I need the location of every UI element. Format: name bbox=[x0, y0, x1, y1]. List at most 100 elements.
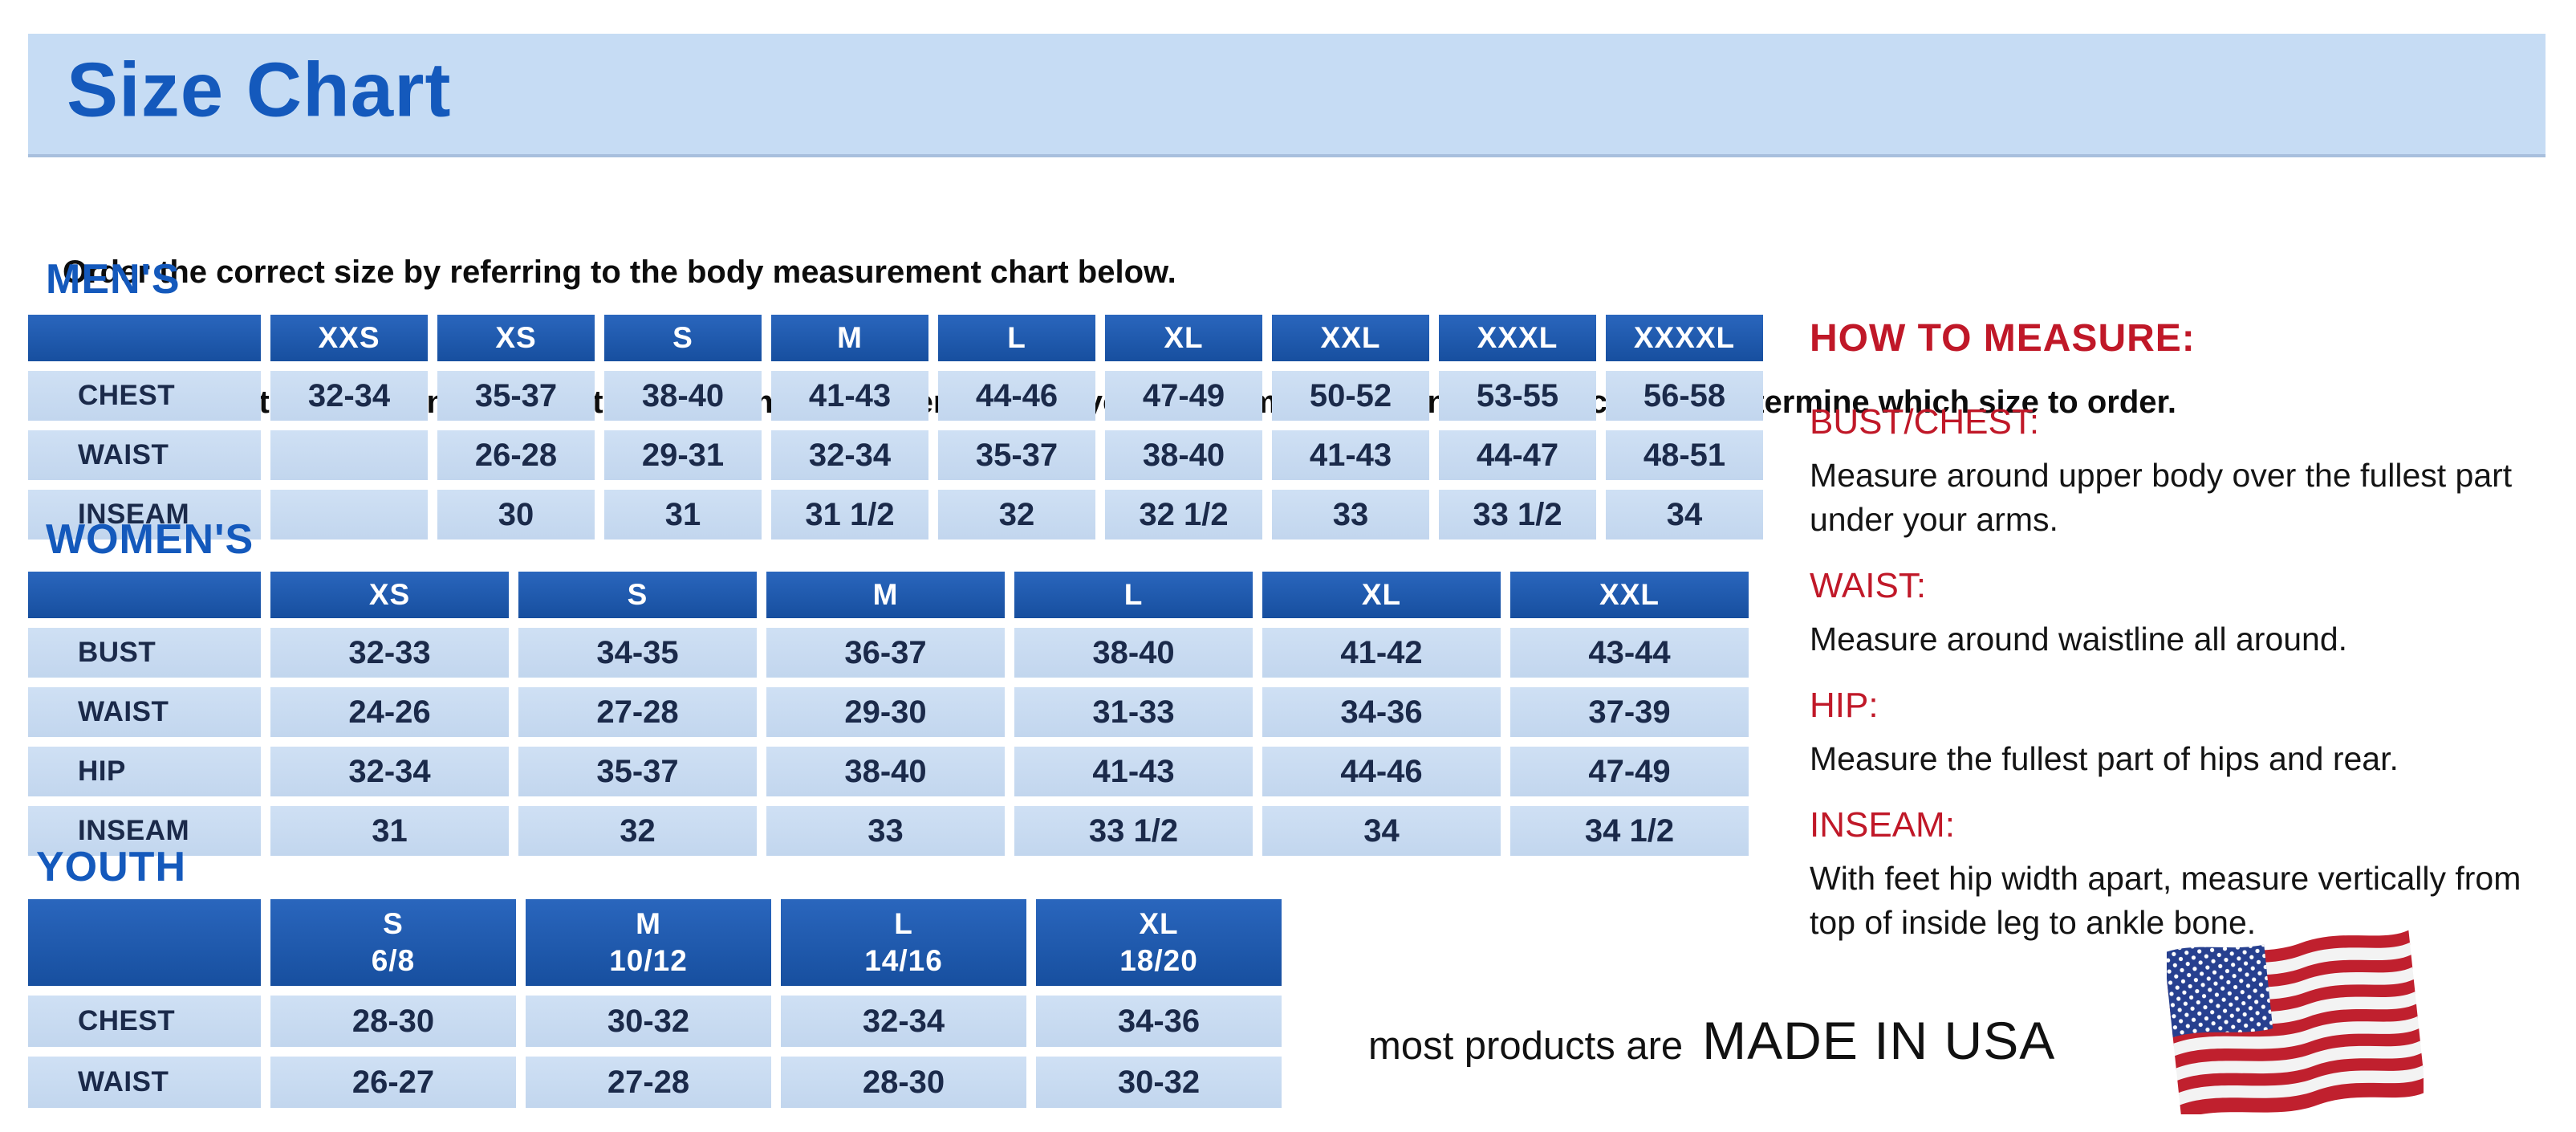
size-cell: 32-34 bbox=[781, 996, 1026, 1047]
size-cell: 43-44 bbox=[1510, 628, 1749, 678]
row-label: BUST bbox=[28, 628, 261, 678]
column-header: XL bbox=[1105, 315, 1262, 361]
row-label: WAIST bbox=[28, 687, 261, 737]
size-cell: 53-55 bbox=[1439, 371, 1596, 421]
measure-item-text: Measure around upper body over the fulle… bbox=[1810, 457, 2513, 538]
column-header: XS bbox=[437, 315, 595, 361]
row-label: INSEAM bbox=[28, 806, 261, 856]
size-cell: 34 bbox=[1606, 490, 1763, 540]
us-flag-icon bbox=[2167, 928, 2424, 1114]
table-corner-cell bbox=[28, 315, 261, 361]
size-cell bbox=[270, 430, 428, 480]
measure-item-text: With feet hip width apart, measure verti… bbox=[1810, 860, 2521, 941]
row-label: INSEAM bbox=[28, 490, 261, 540]
how-to-measure-section: HOW TO MEASURE: BUST/CHEST: Measure aroun… bbox=[1810, 316, 2564, 969]
title-banner: Size Chart bbox=[28, 34, 2546, 157]
footer-prefix: most products are bbox=[1368, 1024, 1684, 1068]
size-cell: 30 bbox=[437, 490, 595, 540]
measure-item: INSEAM: With feet hip width apart, measur… bbox=[1810, 805, 2564, 945]
column-header: L bbox=[1014, 572, 1253, 618]
column-header: S 6/8 bbox=[270, 899, 516, 986]
size-cell: 33 1/2 bbox=[1439, 490, 1596, 540]
column-header: XXL bbox=[1510, 572, 1749, 618]
size-cell: 38-40 bbox=[604, 371, 762, 421]
size-cell: 27-28 bbox=[526, 1057, 771, 1108]
intro-line-1: Order the correct size by referring to t… bbox=[63, 254, 1176, 290]
how-to-measure-list: BUST/CHEST: Measure around upper body ove… bbox=[1810, 402, 2564, 945]
youth-section-heading: YOUTH bbox=[36, 844, 186, 890]
size-cell: 32 bbox=[938, 490, 1095, 540]
size-cell: 27-28 bbox=[518, 687, 757, 737]
size-cell: 47-49 bbox=[1105, 371, 1262, 421]
made-in-usa-text: MADE IN USA bbox=[1702, 1011, 2056, 1070]
size-cell: 26-27 bbox=[270, 1057, 516, 1108]
size-cell: 32 1/2 bbox=[1105, 490, 1262, 540]
size-cell: 33 1/2 bbox=[1014, 806, 1253, 856]
size-cell: 34-36 bbox=[1036, 996, 1282, 1047]
size-cell: 44-47 bbox=[1439, 430, 1596, 480]
size-cell: 32-34 bbox=[270, 747, 509, 796]
size-cell: 28-30 bbox=[781, 1057, 1026, 1108]
column-header: XXXXL bbox=[1606, 315, 1763, 361]
measure-item-label: WAIST: bbox=[1810, 566, 1927, 605]
size-cell: 38-40 bbox=[766, 747, 1005, 796]
size-cell: 24-26 bbox=[270, 687, 509, 737]
size-cell: 41-43 bbox=[1272, 430, 1429, 480]
measure-item: WAIST: Measure around waistline all aroun… bbox=[1810, 566, 2564, 662]
measure-item-text: Measure the fullest part of hips and rea… bbox=[1810, 740, 2399, 777]
size-cell: 30-32 bbox=[1036, 1057, 1282, 1108]
column-header: XXS bbox=[270, 315, 428, 361]
measure-item-label: INSEAM: bbox=[1810, 805, 1955, 845]
size-cell: 31 1/2 bbox=[771, 490, 928, 540]
youth-size-table: S 6/8 M 10/12 L 14/16 XL 18/20 CHEST 28-30 30-… bbox=[28, 899, 1282, 1108]
column-header: XXXL bbox=[1439, 315, 1596, 361]
row-label: CHEST bbox=[28, 996, 261, 1047]
size-cell: 34-36 bbox=[1262, 687, 1501, 737]
measure-item: BUST/CHEST: Measure around upper body ove… bbox=[1810, 402, 2564, 542]
size-cell: 56-58 bbox=[1606, 371, 1763, 421]
size-cell: 33 bbox=[1272, 490, 1429, 540]
mens-size-table: XXS XS S M L XL XXL XXXL XXXXL CHEST 32-34 35-37 38-… bbox=[28, 315, 1763, 540]
row-label: CHEST bbox=[28, 371, 261, 421]
measure-item-label: BUST/CHEST: bbox=[1810, 402, 2040, 442]
column-header: L 14/16 bbox=[781, 899, 1026, 986]
size-cell: 50-52 bbox=[1272, 371, 1429, 421]
column-header: S bbox=[604, 315, 762, 361]
size-cell: 28-30 bbox=[270, 996, 516, 1047]
size-cell: 35-37 bbox=[518, 747, 757, 796]
size-cell: 32-34 bbox=[270, 371, 428, 421]
size-cell: 41-43 bbox=[771, 371, 928, 421]
column-header: M bbox=[771, 315, 928, 361]
measure-item-label: HIP: bbox=[1810, 686, 1879, 725]
size-cell: 31-33 bbox=[1014, 687, 1253, 737]
size-cell: 47-49 bbox=[1510, 747, 1749, 796]
size-cell: 34-35 bbox=[518, 628, 757, 678]
size-cell: 38-40 bbox=[1105, 430, 1262, 480]
measure-item: HIP: Measure the fullest part of hips and… bbox=[1810, 686, 2564, 781]
table-corner-cell bbox=[28, 572, 261, 618]
size-cell: 35-37 bbox=[437, 371, 595, 421]
size-cell: 36-37 bbox=[766, 628, 1005, 678]
size-cell: 29-31 bbox=[604, 430, 762, 480]
column-header: XXL bbox=[1272, 315, 1429, 361]
size-cell bbox=[270, 490, 428, 540]
row-label: WAIST bbox=[28, 1057, 261, 1108]
size-cell: 31 bbox=[270, 806, 509, 856]
size-cell: 34 bbox=[1262, 806, 1501, 856]
size-cell: 41-43 bbox=[1014, 747, 1253, 796]
size-cell: 41-42 bbox=[1262, 628, 1501, 678]
size-cell: 44-46 bbox=[938, 371, 1095, 421]
size-cell: 48-51 bbox=[1606, 430, 1763, 480]
womens-section-heading: WOMEN'S bbox=[46, 516, 254, 563]
mens-section-heading: MEN'S bbox=[46, 256, 181, 303]
womens-size-table: XS S M L XL XXL BUST 32-33 34-35 36-37 38-40 41-42 4… bbox=[28, 572, 1749, 856]
page-title: Size Chart bbox=[67, 47, 452, 133]
column-header: S bbox=[518, 572, 757, 618]
size-cell: 26-28 bbox=[437, 430, 595, 480]
column-header: XL bbox=[1262, 572, 1501, 618]
column-header: XS bbox=[270, 572, 509, 618]
column-header: M 10/12 bbox=[526, 899, 771, 986]
row-label: HIP bbox=[28, 747, 261, 796]
column-header: M bbox=[766, 572, 1005, 618]
